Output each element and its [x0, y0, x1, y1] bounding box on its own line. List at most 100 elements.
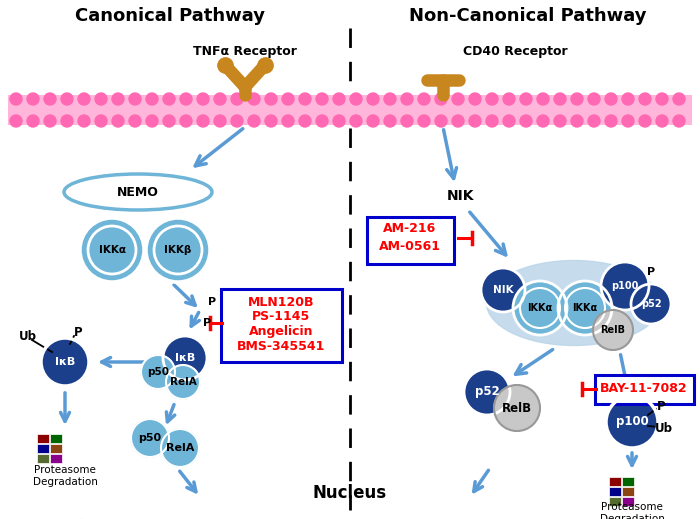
Text: p50: p50 [139, 433, 162, 443]
Circle shape [418, 115, 430, 127]
Text: AM-0561: AM-0561 [379, 239, 441, 253]
Circle shape [27, 115, 39, 127]
Circle shape [112, 115, 124, 127]
Circle shape [166, 365, 200, 399]
Circle shape [333, 93, 345, 105]
Circle shape [605, 115, 617, 127]
Circle shape [10, 93, 22, 105]
Circle shape [384, 115, 396, 127]
Circle shape [163, 336, 207, 380]
Circle shape [605, 93, 617, 105]
FancyBboxPatch shape [622, 487, 634, 497]
Circle shape [554, 93, 566, 105]
Circle shape [333, 115, 345, 127]
FancyBboxPatch shape [38, 455, 50, 463]
Circle shape [146, 93, 158, 105]
Circle shape [452, 93, 464, 105]
Text: AM-216: AM-216 [384, 222, 437, 235]
Circle shape [418, 93, 430, 105]
Circle shape [95, 93, 107, 105]
Circle shape [481, 268, 525, 312]
FancyBboxPatch shape [220, 289, 342, 362]
FancyBboxPatch shape [610, 477, 622, 486]
Text: p50: p50 [147, 367, 169, 377]
Text: RelA: RelA [169, 377, 197, 387]
Circle shape [464, 369, 510, 415]
Circle shape [80, 218, 144, 282]
Text: Proteasome
Degradation: Proteasome Degradation [33, 465, 97, 487]
Text: TNFα Receptor: TNFα Receptor [193, 46, 297, 59]
Circle shape [248, 93, 260, 105]
Text: IκB: IκB [55, 357, 75, 367]
Text: p100: p100 [611, 281, 638, 291]
Circle shape [401, 93, 413, 105]
Circle shape [588, 93, 600, 105]
Circle shape [78, 115, 90, 127]
Circle shape [639, 93, 651, 105]
Circle shape [593, 310, 633, 350]
Circle shape [112, 93, 124, 105]
Circle shape [513, 281, 567, 335]
Text: p52: p52 [640, 299, 661, 309]
Circle shape [537, 93, 549, 105]
FancyBboxPatch shape [50, 455, 62, 463]
Circle shape [606, 396, 658, 448]
Text: CD40 Receptor: CD40 Receptor [463, 46, 568, 59]
FancyBboxPatch shape [38, 444, 50, 454]
Text: RelA: RelA [166, 443, 194, 453]
FancyBboxPatch shape [610, 487, 622, 497]
Circle shape [299, 115, 311, 127]
Text: NIK: NIK [493, 285, 513, 295]
FancyBboxPatch shape [50, 444, 62, 454]
Circle shape [486, 93, 498, 105]
FancyBboxPatch shape [622, 498, 634, 507]
Text: P: P [657, 400, 665, 413]
Circle shape [316, 93, 328, 105]
Circle shape [197, 115, 209, 127]
Circle shape [231, 115, 243, 127]
Text: p100: p100 [615, 416, 648, 429]
Circle shape [163, 115, 175, 127]
Circle shape [520, 93, 532, 105]
Circle shape [265, 115, 277, 127]
Circle shape [231, 93, 243, 105]
Circle shape [350, 93, 362, 105]
Circle shape [571, 115, 583, 127]
Circle shape [61, 115, 73, 127]
Text: Canonical Pathway: Canonical Pathway [75, 7, 265, 25]
Circle shape [265, 93, 277, 105]
Circle shape [601, 262, 649, 310]
Circle shape [299, 93, 311, 105]
Circle shape [622, 115, 634, 127]
Circle shape [673, 115, 685, 127]
Circle shape [10, 115, 22, 127]
Text: Ub: Ub [19, 331, 37, 344]
Circle shape [129, 115, 141, 127]
Circle shape [350, 115, 362, 127]
Circle shape [95, 115, 107, 127]
Text: Angelicin: Angelicin [248, 325, 314, 338]
Circle shape [656, 115, 668, 127]
Circle shape [639, 115, 651, 127]
Circle shape [503, 93, 515, 105]
Circle shape [469, 115, 481, 127]
Bar [8, 95, 692, 125]
Circle shape [656, 93, 668, 105]
Circle shape [197, 93, 209, 105]
Circle shape [588, 115, 600, 127]
Circle shape [367, 93, 379, 105]
Text: IKKα: IKKα [527, 303, 552, 313]
Circle shape [248, 115, 260, 127]
FancyBboxPatch shape [594, 375, 694, 403]
Circle shape [673, 93, 685, 105]
Circle shape [146, 218, 210, 282]
Text: NIK: NIK [447, 189, 474, 203]
Circle shape [78, 93, 90, 105]
Circle shape [282, 115, 294, 127]
FancyBboxPatch shape [38, 434, 50, 444]
Text: P: P [208, 297, 216, 307]
Ellipse shape [486, 261, 662, 346]
Circle shape [486, 115, 498, 127]
Text: MLN120B: MLN120B [248, 295, 314, 308]
Circle shape [367, 115, 379, 127]
